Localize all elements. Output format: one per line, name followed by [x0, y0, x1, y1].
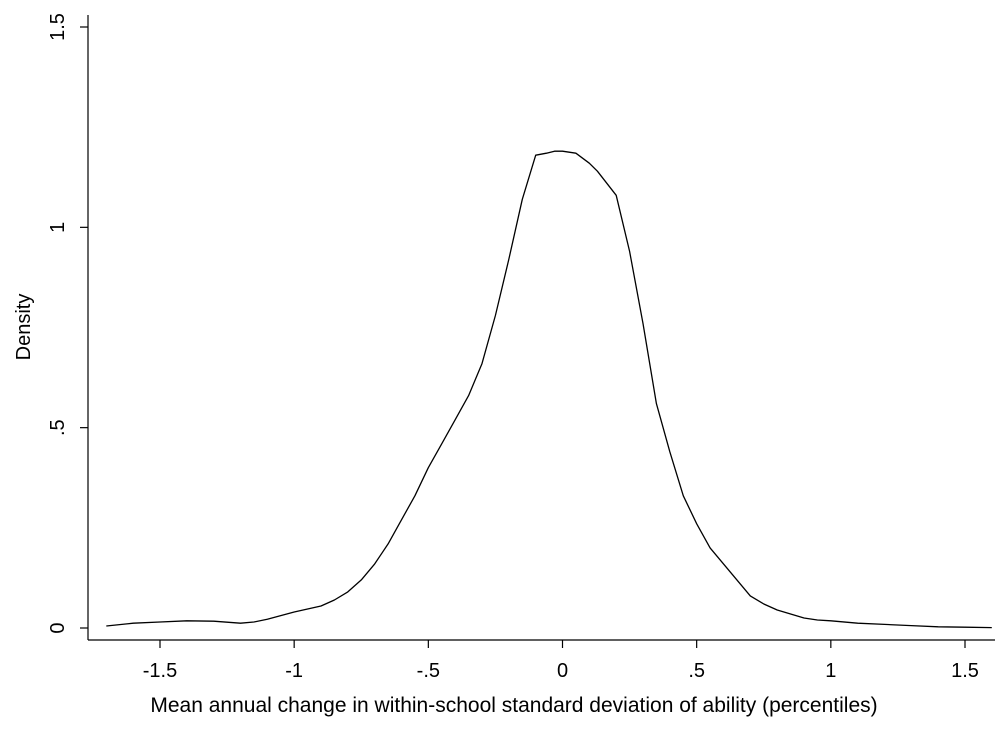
x-tick-label: -1	[285, 660, 303, 682]
x-ticks: -1.5 -1 -.5 0 .5 1 1.5	[143, 640, 979, 682]
x-tick-label: .5	[688, 660, 705, 682]
y-tick-label: 1	[47, 222, 69, 233]
y-ticks: 0 .5 1 1.5	[47, 13, 88, 634]
density-curve	[106, 150, 992, 629]
x-tick-label: 1	[825, 660, 836, 682]
y-tick-label: 1.5	[47, 13, 69, 41]
y-tick-label: 0	[47, 622, 69, 633]
x-tick-label: 0	[557, 660, 568, 682]
y-tick-label: .5	[47, 419, 69, 436]
series	[106, 150, 992, 629]
y-axis-label: Density	[13, 294, 35, 361]
x-tick-label: -.5	[417, 660, 440, 682]
axes	[87, 15, 995, 641]
x-tick-label: -1.5	[143, 660, 177, 682]
x-tick-label: 1.5	[951, 660, 979, 682]
x-axis-label: Mean annual change in within-school stan…	[150, 694, 877, 717]
